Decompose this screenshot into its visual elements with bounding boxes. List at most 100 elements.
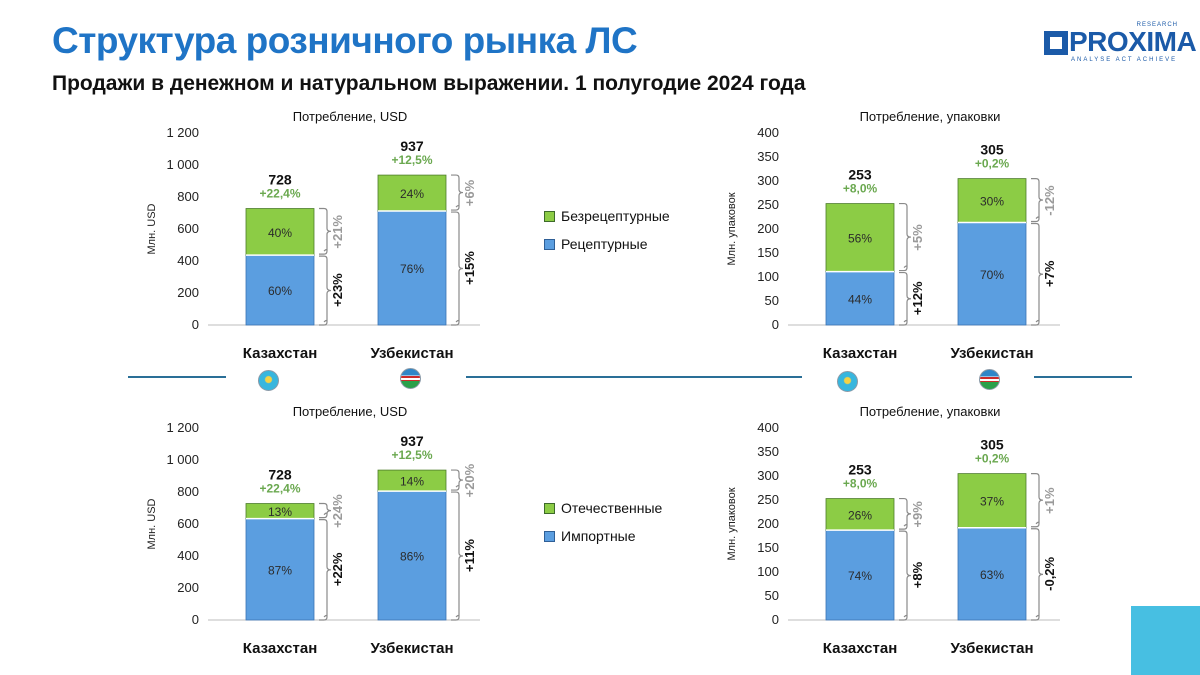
proxima-logo: PROXIMA RESEARCH ANALYSE ACT ACHIEVE: [1044, 22, 1197, 66]
segment-share-label: 13%: [268, 505, 292, 519]
x-category-label: Узбекистан: [950, 640, 1033, 657]
segment-share-label: 26%: [848, 508, 872, 522]
segment-share-label: 14%: [400, 475, 424, 489]
bar-growth-label: +22,4%: [259, 482, 300, 496]
legend-label-otc: Безрецептурные: [561, 208, 670, 224]
y-tick-label: 200: [757, 221, 779, 236]
segment-share-label: 63%: [980, 568, 1004, 582]
segment-change-label: +8%: [910, 561, 925, 588]
segment-share-label: 37%: [980, 495, 1004, 509]
y-tick-label: 0: [192, 612, 199, 627]
chart-packs-rx-otc: Потребление, упаковки Млн. упаковок 0 50 100…: [726, 109, 1060, 362]
y-axis-label: Млн. упаковок: [726, 487, 738, 560]
y-tick-label: 350: [757, 444, 779, 459]
divider-line: [128, 376, 226, 378]
segment-share-label: 56%: [848, 232, 872, 246]
y-tick-label: 0: [772, 317, 779, 332]
chart-packs-import-local: Потребление, упаковки Млн. упаковок 0 50 100…: [726, 404, 1060, 657]
legend-swatch-green: [544, 210, 555, 222]
page-subtitle: Продажи в денежном и натуральном выражен…: [52, 72, 806, 95]
y-tick-label: 1 000: [166, 452, 199, 467]
segment-share-label: 74%: [848, 569, 872, 583]
segment-change-label: +24%: [330, 494, 345, 528]
bar-total-label: 728: [268, 467, 292, 483]
page-title: Структура розничного рынка ЛС: [52, 20, 638, 61]
y-tick-label: 50: [765, 588, 779, 603]
bar-segment-green: [245, 208, 315, 256]
chart-title: Потребление, USD: [293, 404, 408, 419]
legend-label-import: Импортные: [561, 528, 636, 544]
segment-change-label: +6%: [462, 179, 477, 206]
segment-brace: [1031, 528, 1044, 621]
logo-research-text: RESEARCH: [1136, 22, 1178, 28]
segment-change-label: +23%: [330, 273, 345, 307]
bar-growth-label: +0,2%: [975, 157, 1010, 171]
y-tick-label: 400: [177, 253, 199, 268]
bar-segment-blue: [245, 518, 315, 621]
x-category-label: Казахстан: [243, 345, 318, 362]
segment-share-label: 30%: [980, 195, 1004, 209]
y-tick-label: 400: [757, 125, 779, 140]
bar-segment-blue: [957, 527, 1027, 621]
bar-total-label: 305: [980, 142, 1004, 158]
legend-item-otc: Безрецептурные: [544, 202, 670, 230]
segment-change-label: -0,2%: [1042, 556, 1057, 590]
bar-total-label: 305: [980, 437, 1004, 453]
uzbekistan-flag-icon: [400, 368, 421, 389]
logo-square-icon: [1044, 31, 1068, 55]
segment-change-label: +22%: [330, 552, 345, 586]
legend-import-local: Отечественные Импортные: [544, 494, 662, 550]
y-tick-label: 150: [757, 540, 779, 555]
y-tick-label: 250: [757, 492, 779, 507]
y-tick-label: 200: [177, 580, 199, 595]
logo-tagline: ANALYSE ACT ACHIEVE: [1071, 57, 1178, 63]
bar-segment-blue: [377, 210, 447, 326]
segment-change-label: +7%: [1042, 260, 1057, 287]
segment-change-label: +9%: [910, 501, 925, 528]
chart-title: Потребление, упаковки: [860, 109, 1001, 124]
y-tick-label: 1 200: [166, 420, 199, 435]
y-tick-label: 100: [757, 564, 779, 579]
segment-brace: [451, 174, 464, 211]
bar-growth-label: +8,0%: [843, 477, 878, 491]
divider-line: [466, 376, 802, 378]
bar-segment-blue: [245, 254, 315, 326]
bar-segment-blue: [825, 271, 895, 326]
segment-share-label: 87%: [268, 563, 292, 577]
y-tick-label: 200: [177, 285, 199, 300]
legend-rx-otc: Безрецептурные Рецептурные: [544, 202, 670, 258]
y-tick-label: 0: [192, 317, 199, 332]
bar-total-label: 937: [400, 433, 424, 449]
bar-growth-label: +0,2%: [975, 452, 1010, 466]
segment-share-label: 60%: [268, 284, 292, 298]
y-tick-label: 800: [177, 189, 199, 204]
segment-brace: [451, 469, 464, 491]
bar-total-label: 253: [848, 462, 872, 478]
segment-share-label: 76%: [400, 262, 424, 276]
segment-brace: [319, 502, 332, 519]
x-category-label: Узбекистан: [370, 640, 453, 657]
y-tick-label: 200: [757, 516, 779, 531]
segment-share-label: 44%: [848, 292, 872, 306]
corner-accent-block: [1131, 606, 1200, 675]
y-axis-label: Млн. упаковок: [726, 192, 738, 265]
segment-brace: [899, 497, 912, 530]
y-tick-label: 100: [757, 269, 779, 284]
legend-item-import: Импортные: [544, 522, 662, 550]
bar-segment-green: [957, 473, 1027, 529]
y-tick-label: 600: [177, 221, 199, 236]
legend-item-local: Отечественные: [544, 494, 662, 522]
legend-swatch-blue: [544, 530, 555, 542]
legend-swatch-blue: [544, 238, 555, 250]
y-tick-label: 300: [757, 468, 779, 483]
bar-growth-label: +22,4%: [259, 187, 300, 201]
legend-swatch-green: [544, 502, 555, 514]
bar-growth-label: +12,5%: [391, 448, 432, 462]
bar-growth-label: +12,5%: [391, 153, 432, 167]
y-tick-label: 350: [757, 149, 779, 164]
segment-brace: [1031, 222, 1044, 326]
bar-growth-label: +8,0%: [843, 182, 878, 196]
segment-brace: [319, 207, 332, 255]
segment-brace: [319, 519, 332, 621]
bar-total-label: 253: [848, 167, 872, 183]
